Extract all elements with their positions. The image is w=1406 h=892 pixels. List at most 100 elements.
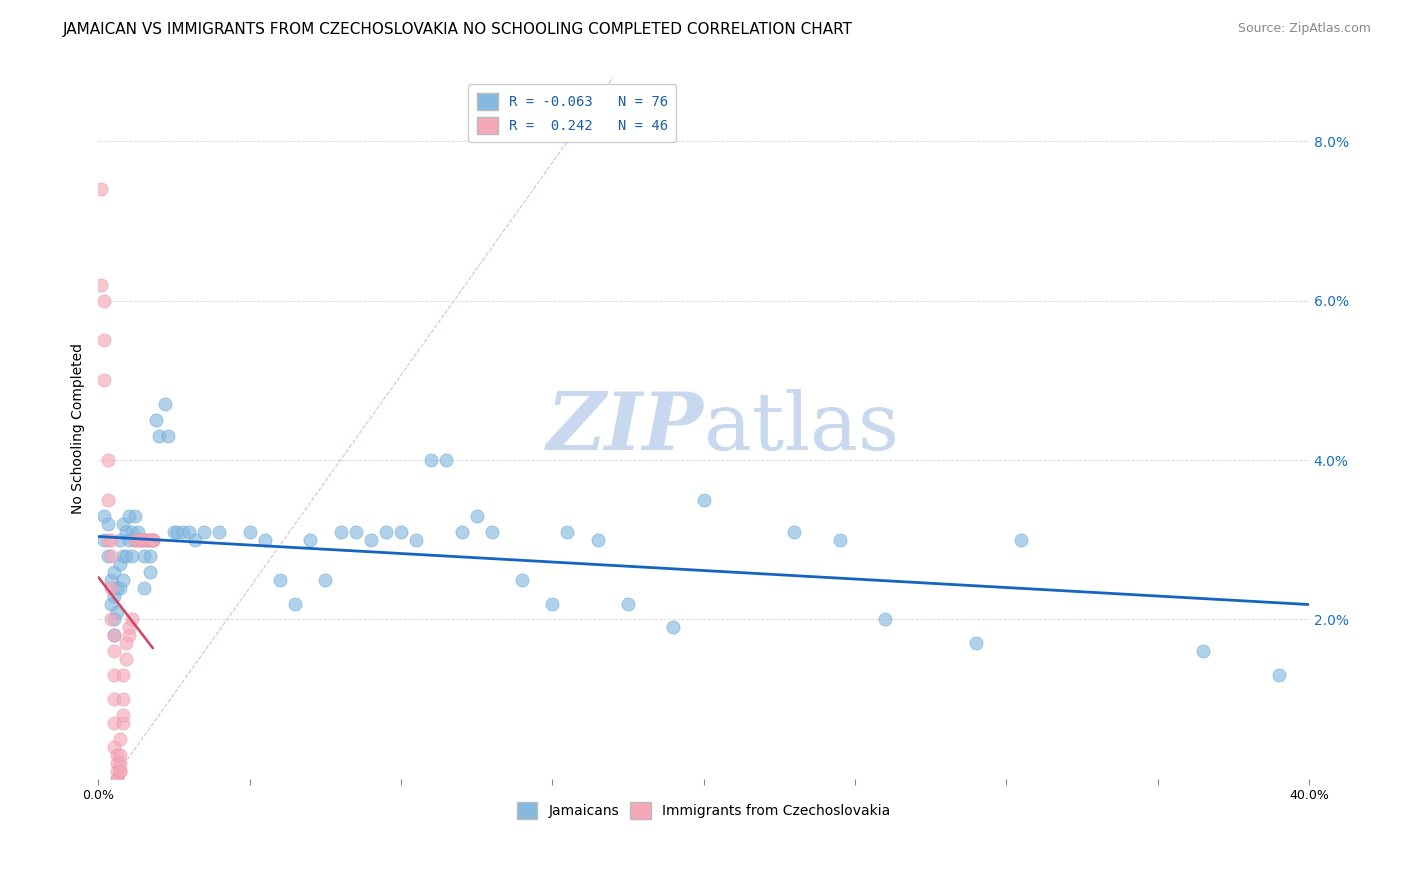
Point (269, 573, 291, 587)
Point (114, 652, 136, 666)
Point (389, 524, 412, 539)
Point (114, 636, 136, 650)
Point (157, 429, 180, 443)
Point (93, 373, 115, 387)
Point (965, 636, 987, 650)
Point (105, 605, 128, 619)
Legend: Jamaicans, Immigrants from Czechoslovakia: Jamaicans, Immigrants from Czechoslovaki… (510, 797, 896, 824)
Point (132, 533, 155, 547)
Point (96, 492, 118, 507)
Point (299, 533, 322, 547)
Point (118, 508, 141, 523)
Point (108, 732, 131, 747)
Point (1010, 533, 1032, 547)
Point (135, 533, 157, 547)
Point (420, 453, 443, 467)
Point (662, 620, 685, 634)
Text: JAMAICAN VS IMMIGRANTS FROM CZECHOSLOVAKIA NO SCHOOLING COMPLETED CORRELATION CH: JAMAICAN VS IMMIGRANTS FROM CZECHOSLOVAK… (63, 22, 853, 37)
Point (184, 533, 207, 547)
Point (142, 533, 165, 547)
Point (239, 524, 262, 539)
Point (108, 581, 131, 595)
Point (111, 708, 134, 723)
Text: atlas: atlas (703, 389, 898, 467)
Point (118, 620, 141, 634)
Point (253, 533, 276, 547)
Point (127, 524, 149, 539)
Point (139, 549, 162, 563)
Point (465, 508, 488, 523)
Point (90, 277, 112, 292)
Point (93, 293, 115, 308)
Point (108, 764, 131, 778)
Point (124, 508, 146, 523)
Point (124, 533, 146, 547)
Point (114, 549, 136, 563)
Point (692, 492, 714, 507)
Point (103, 716, 125, 731)
Point (93, 508, 115, 523)
Point (103, 668, 125, 682)
Point (172, 524, 194, 539)
Y-axis label: No Schooling Completed: No Schooling Completed (72, 343, 86, 514)
Point (111, 549, 134, 563)
Point (111, 692, 134, 706)
Point (153, 397, 176, 411)
Point (121, 524, 143, 539)
Point (129, 533, 152, 547)
Point (103, 739, 125, 754)
Point (142, 533, 165, 547)
Point (114, 524, 136, 539)
Point (135, 533, 157, 547)
Point (96, 549, 118, 563)
Point (329, 524, 352, 539)
Point (105, 756, 128, 770)
Point (103, 589, 125, 603)
Point (166, 524, 188, 539)
Point (108, 756, 131, 770)
Point (105, 772, 128, 786)
Point (108, 747, 131, 762)
Point (103, 692, 125, 706)
Point (139, 533, 162, 547)
Point (100, 597, 122, 611)
Point (405, 533, 427, 547)
Point (875, 612, 897, 626)
Point (142, 533, 165, 547)
Point (783, 524, 806, 539)
Point (541, 597, 564, 611)
Point (1267, 668, 1289, 682)
Point (481, 524, 503, 539)
Point (111, 516, 134, 531)
Point (103, 565, 125, 579)
Point (93, 334, 115, 348)
Point (103, 628, 125, 642)
Point (100, 549, 122, 563)
Point (374, 524, 396, 539)
Point (96, 453, 118, 467)
Point (193, 524, 215, 539)
Point (124, 533, 146, 547)
Point (360, 533, 382, 547)
Point (111, 716, 134, 731)
Point (103, 644, 125, 658)
Point (617, 597, 640, 611)
Point (828, 533, 851, 547)
Point (105, 747, 128, 762)
Point (436, 453, 458, 467)
Point (127, 533, 149, 547)
Point (96, 516, 118, 531)
Point (510, 573, 533, 587)
Point (100, 573, 122, 587)
Point (108, 557, 131, 571)
Point (121, 612, 143, 626)
Point (108, 533, 131, 547)
Point (1192, 644, 1215, 658)
Point (145, 413, 167, 427)
Point (129, 533, 152, 547)
Point (111, 668, 134, 682)
Point (132, 581, 155, 595)
Point (450, 524, 472, 539)
Point (139, 533, 162, 547)
Point (121, 549, 143, 563)
